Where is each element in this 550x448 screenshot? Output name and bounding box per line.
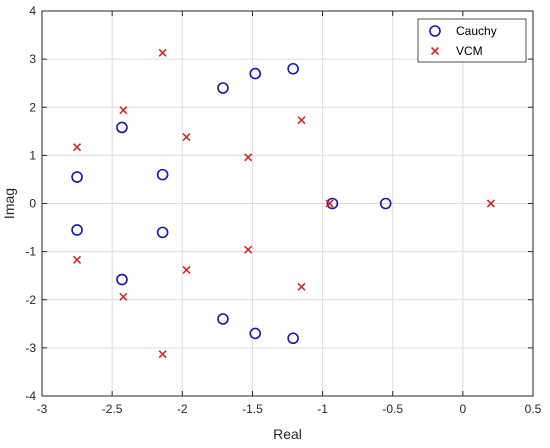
vcm-point: [244, 245, 253, 254]
vcm-point: [73, 255, 82, 264]
vcm-point: [119, 292, 128, 301]
y-tick-label: -4: [25, 389, 36, 403]
legend-label-vcm: VCM: [456, 44, 483, 58]
vcm-point: [244, 153, 253, 162]
cauchy-point: [217, 313, 229, 325]
vcm-point: [182, 265, 191, 274]
legend-label-cauchy: Cauchy: [456, 24, 497, 38]
x-tick-label: -3: [37, 402, 48, 416]
y-tick-label: 4: [29, 4, 36, 18]
cauchy-point: [249, 327, 262, 340]
y-tick-label: 0: [29, 197, 36, 211]
x-tick-label: 0: [460, 402, 467, 416]
x-tick-label: -0.5: [382, 402, 403, 416]
plot-frame: [41, 10, 534, 397]
cauchy-point: [116, 273, 128, 286]
x-axis-label: Real: [273, 426, 302, 442]
vcm-point: [486, 199, 495, 208]
y-tick-label: -2: [25, 293, 36, 307]
x-tick-label: -2.5: [102, 402, 123, 416]
cauchy-point: [116, 121, 128, 134]
cauchy-point: [287, 62, 299, 75]
vcm-point: [325, 199, 334, 208]
cauchy-point: [249, 67, 262, 80]
y-tick-label: 3: [29, 52, 36, 66]
cauchy-point: [71, 224, 83, 236]
cauchy-point: [326, 197, 339, 210]
x-tick-label: -1: [317, 402, 328, 416]
data-markers: [71, 48, 495, 359]
cauchy-point: [71, 171, 83, 183]
legend-x-icon: [430, 46, 440, 56]
vcm-point: [119, 106, 128, 115]
vcm-point: [182, 133, 191, 142]
vcm-point: [158, 350, 167, 359]
vcm-point: [297, 116, 306, 125]
y-tick-label: 1: [29, 148, 36, 162]
cauchy-point: [379, 197, 392, 210]
x-tick-label: 0.5: [525, 402, 542, 416]
x-tick-label: -1.5: [242, 402, 263, 416]
y-axis-label: Imag: [1, 188, 17, 219]
cauchy-point: [156, 226, 169, 239]
y-tick-label: -3: [25, 341, 36, 355]
cauchy-point: [287, 332, 299, 345]
legend: Cauchy VCM: [417, 18, 527, 63]
cauchy-point: [217, 82, 229, 94]
cauchy-point: [156, 168, 169, 181]
legend-circle-icon: [429, 25, 441, 37]
vcm-point: [73, 143, 82, 152]
x-tick-label: -2: [177, 402, 188, 416]
vcm-point: [158, 48, 167, 57]
y-tick-label: 2: [29, 100, 36, 114]
y-tick-label: -1: [25, 245, 36, 259]
vcm-point: [297, 282, 306, 291]
